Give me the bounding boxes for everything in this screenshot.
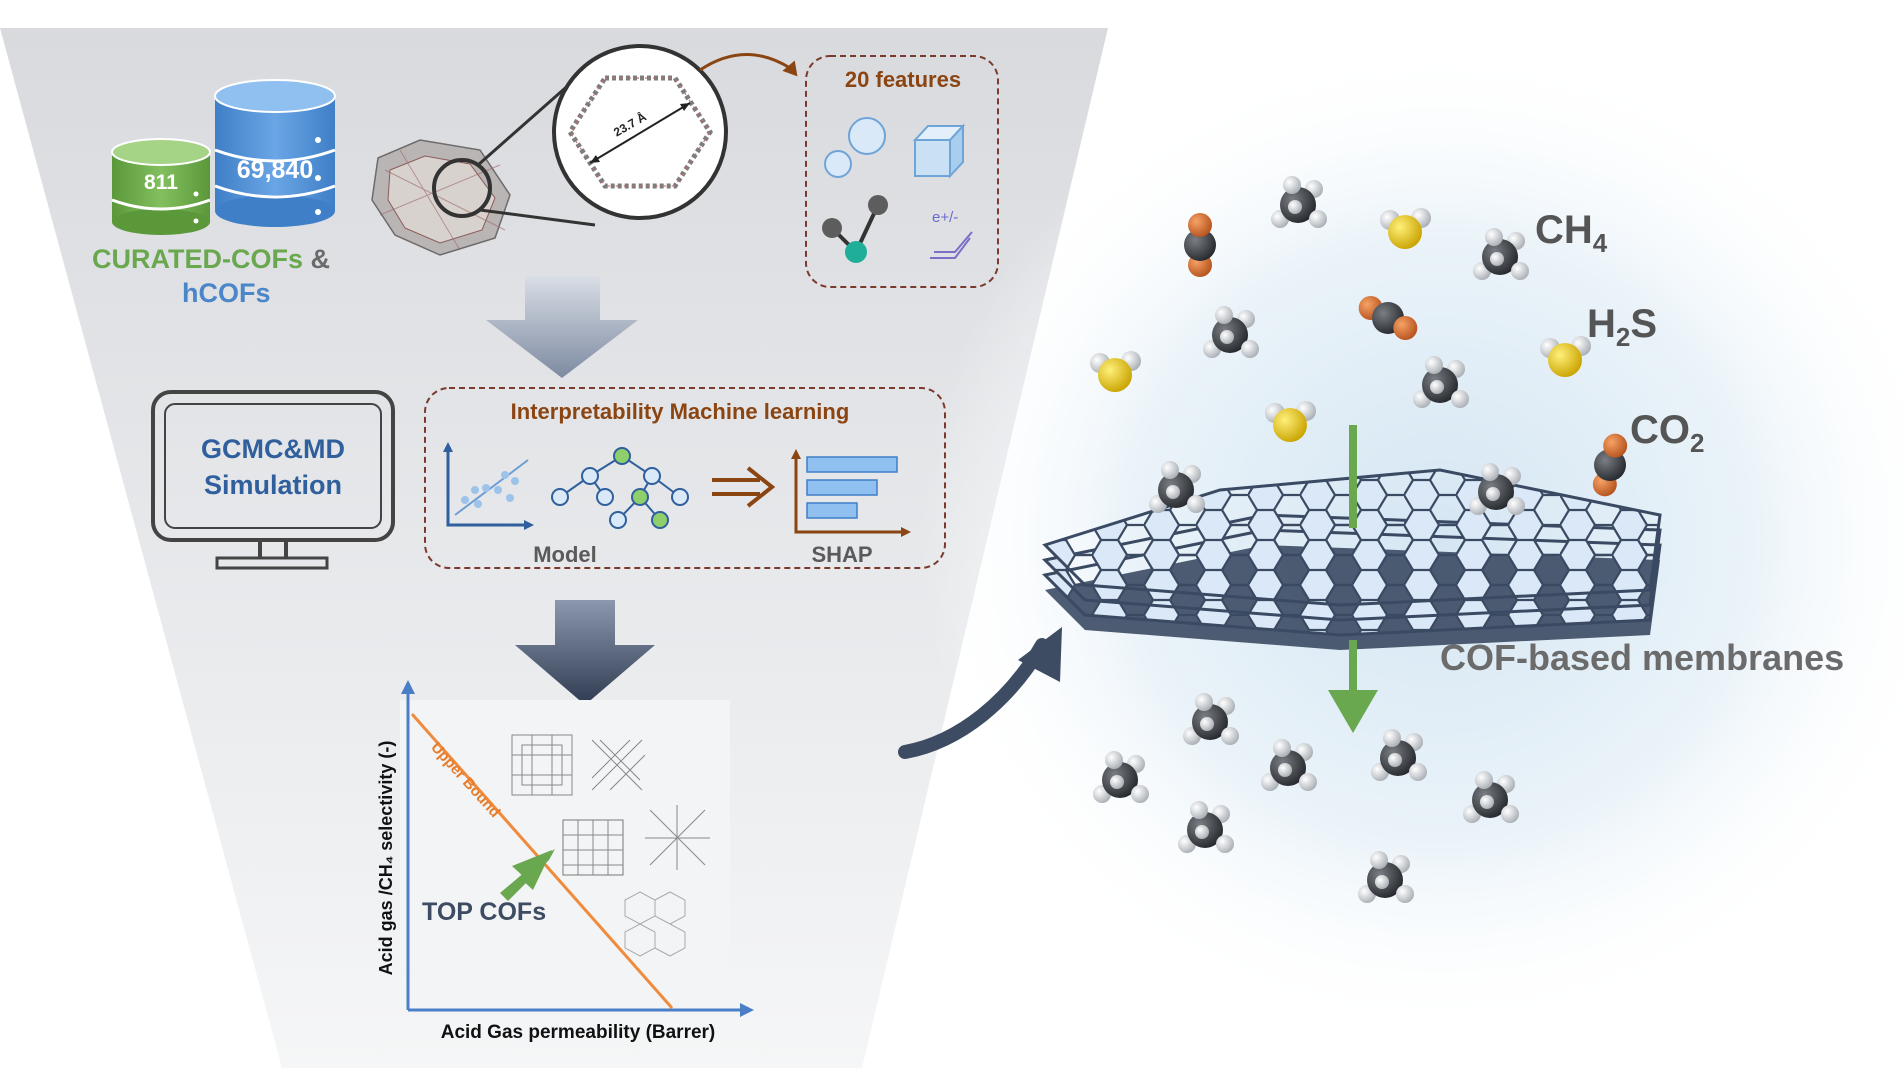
ch4-molecule: [1261, 739, 1317, 791]
cof-structure-thumbnails: [511, 734, 710, 957]
plot-axes: [401, 680, 754, 1017]
h2s-molecule: [1380, 208, 1431, 249]
co2-label: CO2: [1630, 408, 1704, 458]
charge-curve-icon: [930, 231, 973, 259]
zoom-line-bottom: [479, 208, 596, 227]
permeation-arrow-head: [1328, 690, 1378, 733]
database-large-icon: [214, 79, 336, 227]
h2s-molecule: [1265, 401, 1316, 442]
model-label: Model: [533, 542, 597, 567]
shap-label: SHAP: [811, 542, 872, 567]
simulation-line2: Simulation: [204, 470, 342, 500]
database-small-label: 811: [144, 171, 178, 194]
membrane-label: COF-based membranes: [1440, 637, 1844, 678]
features-title: 20 features: [845, 67, 961, 92]
ch4-molecule: [1149, 461, 1205, 513]
source-line2: hCOFs: [182, 278, 271, 308]
decision-tree-icon: [551, 447, 689, 529]
ch4-molecule: [1271, 176, 1327, 228]
chemical-bond-icon: [822, 195, 888, 263]
to-membrane-arrow-head: [1018, 627, 1062, 682]
ch4-molecule: [1473, 228, 1529, 280]
co2-molecule: [1592, 433, 1628, 497]
gas-molecules: [1090, 176, 1628, 903]
features-arrow: [699, 53, 791, 72]
zoom-source-circle: [432, 158, 492, 218]
ml-title: Interpretability Machine learning: [511, 399, 850, 424]
cof-crystal-icon: [371, 139, 511, 256]
ch4-molecule: [1413, 356, 1469, 408]
ch4-molecule: [1183, 693, 1239, 745]
funnel-arrow-1: [486, 276, 638, 378]
database-large-label: 69,840: [237, 156, 313, 184]
permeation-arrow-bottom-shaft: [1349, 640, 1357, 695]
charge-symbol: e+/-: [932, 209, 958, 226]
ch4-molecule: [1203, 306, 1259, 358]
ch4-molecule: [1358, 851, 1414, 903]
implies-arrow-icon: [712, 466, 776, 508]
funnel-arrow-2: [515, 600, 655, 705]
monitor-icon: [151, 390, 395, 570]
source-line1: CURATED-COFs &: [92, 244, 330, 274]
ch4-label: CH4: [1535, 208, 1608, 258]
ch4-molecule: [1463, 771, 1519, 823]
sphere-size-icon: [824, 117, 886, 178]
h2s-molecule: [1090, 351, 1141, 392]
ml-box: [424, 387, 946, 569]
shap-bar-icon: [791, 449, 911, 537]
h2s-molecule: [1540, 336, 1591, 377]
database-small-icon: [111, 138, 211, 235]
features-box: [805, 55, 999, 288]
ch4-molecule: [1469, 463, 1525, 515]
permeation-arrow-top-shaft: [1349, 425, 1357, 528]
ch4-molecule: [1178, 801, 1234, 853]
plot-xlabel: Acid Gas permeability (Barrer): [441, 1022, 716, 1043]
ch4-molecule: [1093, 751, 1149, 803]
co2-molecule: [1358, 296, 1418, 340]
simulation-line1: GCMC&MD: [201, 434, 345, 464]
top-cofs-label: TOP COFs: [422, 898, 546, 926]
ch4-molecule: [1371, 729, 1427, 781]
pore-zoom-circle: [552, 44, 728, 220]
top-cofs-arrow-body: [500, 849, 555, 901]
cof-membrane-stack: [1041, 468, 1662, 650]
plot-ylabel: Acid gas /CH₄ selectivity (-): [376, 741, 396, 976]
co2-molecule: [1184, 213, 1216, 277]
features-arrow-head: [782, 60, 798, 77]
scatter-plot-icon: [443, 442, 534, 530]
h2s-label: H2S: [1587, 302, 1657, 352]
volume-cube-icon: [912, 123, 966, 179]
